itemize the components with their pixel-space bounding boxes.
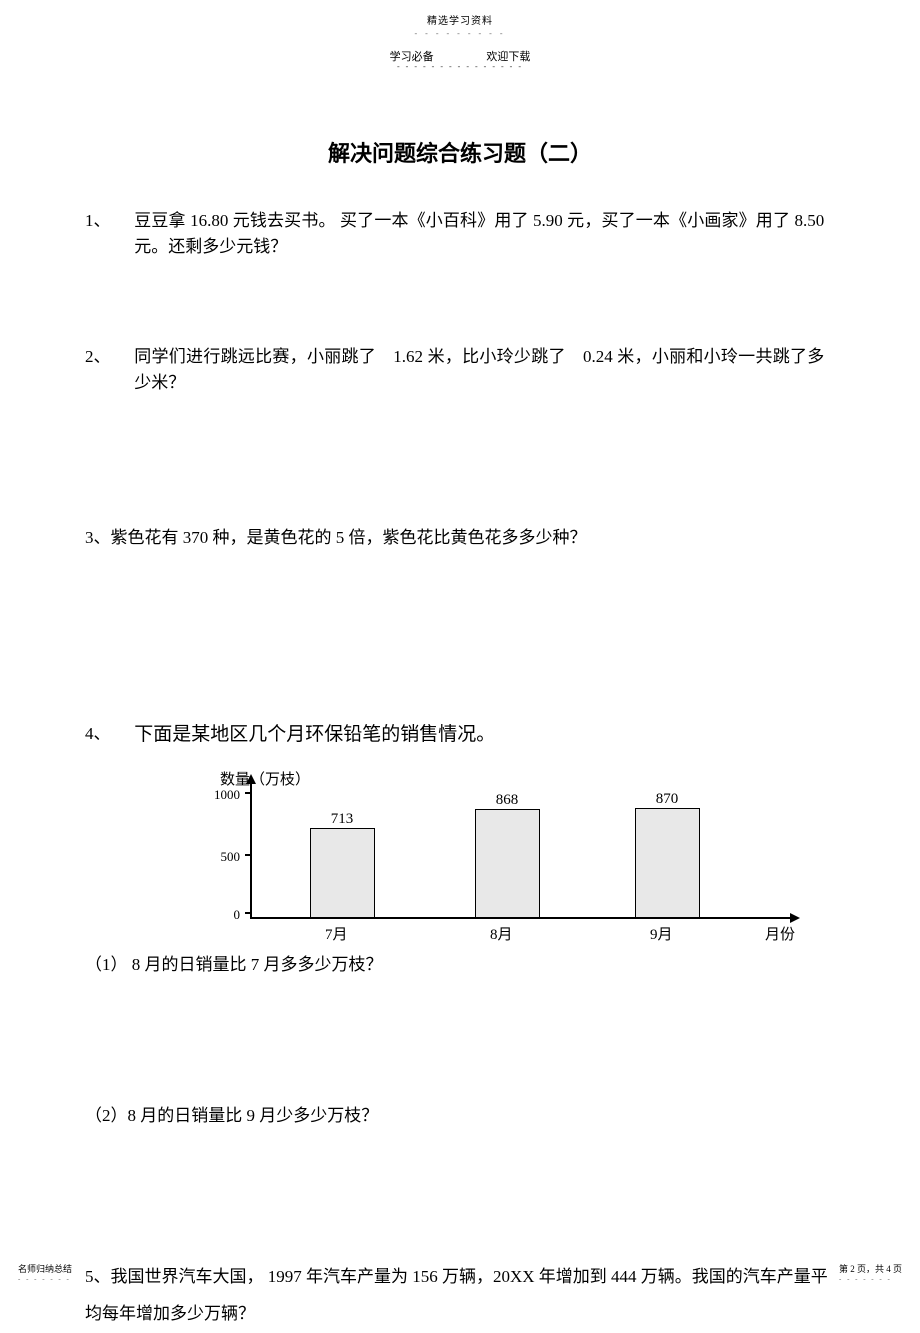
q4-text: 下面是某地区几个月环保铅笔的销售情况。	[134, 724, 495, 745]
q2-text: 同学们进行跳远比赛，小丽跳了 1.62 米，比小玲少跳了 0.24 米，小丽和小…	[134, 344, 824, 395]
y-tick-label: 500	[200, 847, 240, 867]
q4-sub2: （2）8 月的日销量比 9 月少多少万枝？	[85, 1103, 835, 1129]
y-tick	[245, 854, 252, 856]
question-3: 3、紫色花有 370 种，是黄色花的 5 倍，紫色花比黄色花多多少种？	[85, 525, 835, 551]
q2-num: 2、	[85, 344, 130, 370]
bar-chart: 数量（万枝） 月份 100050007137月8688月8709月	[195, 774, 795, 944]
bar	[310, 828, 375, 917]
question-5: 5、我国世界汽车大国， 1997 年汽车产量为 156 万辆，20XX 年增加到…	[85, 1258, 835, 1333]
question-4: 4、 下面是某地区几个月环保铅笔的销售情况。	[85, 721, 835, 750]
q5-text: 5、我国世界汽车大国， 1997 年汽车产量为 156 万辆，20XX 年增加到…	[85, 1258, 835, 1333]
q1-text: 豆豆拿 16.80 元钱去买书。 买了一本《小百科》用了 5.90 元，买了一本…	[134, 208, 824, 259]
footer-right: 第 2 页，共 4 页 - - - - - - -	[839, 1262, 902, 1283]
bar	[475, 809, 540, 917]
content: 1、 豆豆拿 16.80 元钱去买书。 买了一本《小百科》用了 5.90 元，买…	[0, 208, 920, 1333]
x-tick-label: 7月	[325, 924, 348, 947]
header-dots: - - - - - - - - -	[0, 29, 920, 38]
footer-left: 名师归纳总结 - - - - - - -	[18, 1262, 72, 1283]
q4-num: 4、	[85, 721, 130, 747]
x-tick-label: 9月	[650, 924, 673, 947]
question-1: 1、 豆豆拿 16.80 元钱去买书。 买了一本《小百科》用了 5.90 元，买…	[85, 208, 835, 259]
q1-num: 1、	[85, 208, 130, 234]
page-title: 解决问题综合练习题（二）	[0, 136, 920, 168]
x-tick-label: 8月	[490, 924, 513, 947]
bar-value: 868	[477, 789, 537, 812]
footer-right-dots: - - - - - - -	[839, 1275, 902, 1283]
x-axis	[250, 917, 795, 919]
x-axis-label: 月份	[765, 924, 795, 947]
question-2: 2、 同学们进行跳远比赛，小丽跳了 1.62 米，比小玲少跳了 0.24 米，小…	[85, 344, 835, 395]
footer-right-text: 第 2 页，共 4 页	[839, 1262, 902, 1275]
q3-text: 3、紫色花有 370 种，是黄色花的 5 倍，紫色花比黄色花多多少种？	[85, 525, 835, 551]
header-underline: - - - - - - - - - - - - - - -	[0, 62, 920, 71]
y-tick-label: 0	[200, 905, 240, 925]
bar	[635, 808, 700, 917]
bar-value: 713	[312, 808, 372, 831]
footer-left-dots: - - - - - - -	[18, 1275, 72, 1283]
x-arrow	[790, 913, 800, 923]
y-axis	[250, 779, 252, 919]
bar-value: 870	[637, 788, 697, 811]
y-tick	[245, 792, 252, 794]
q4-sub1: （1） 8 月的日销量比 7 月多多少万枝？	[85, 952, 835, 978]
header-top: 精选学习资料	[0, 0, 920, 27]
y-tick	[245, 912, 252, 914]
footer-left-text: 名师归纳总结	[18, 1262, 72, 1275]
y-tick-label: 1000	[200, 785, 240, 805]
